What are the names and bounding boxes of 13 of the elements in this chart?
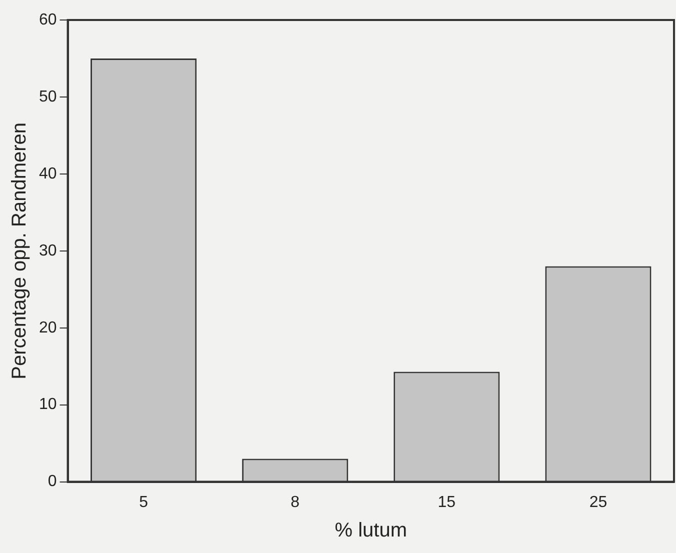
x-tick-label: 15 xyxy=(438,494,456,511)
y-tick-label: 0 xyxy=(48,473,57,490)
x-axis-title: % lutum xyxy=(334,520,408,542)
x-tick-label: 5 xyxy=(139,494,148,511)
y-tick-label: 60 xyxy=(39,11,57,28)
x-tick-label: 8 xyxy=(290,494,300,511)
x-tick-label: 25 xyxy=(589,494,608,511)
y-tick-label: 20 xyxy=(39,319,57,336)
y-tick-label: 50 xyxy=(39,88,57,106)
y-tick-label: 30 xyxy=(39,242,57,260)
y-axis-title: Percentage opp. Randmeren xyxy=(8,122,31,380)
y-tick-label: 10 xyxy=(39,396,57,414)
y-tick-label: 40 xyxy=(39,165,57,182)
